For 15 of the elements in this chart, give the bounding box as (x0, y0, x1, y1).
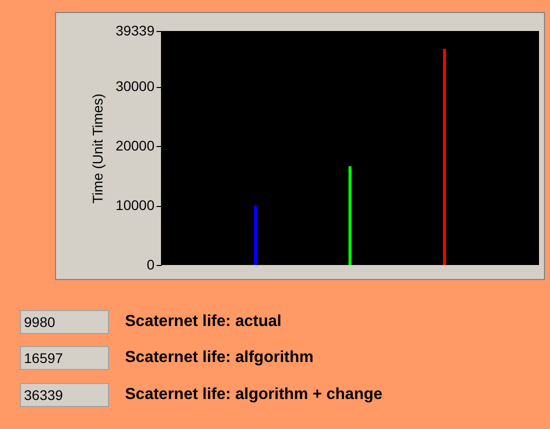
bar (443, 48, 446, 265)
y-tick-label: 10000 (116, 197, 155, 214)
text: 16597 (20, 346, 109, 370)
y-axis-title: Time (Unit Times) (90, 94, 106, 204)
y-tick-label: 0 (146, 256, 155, 272)
y-tick-label: 30000 (116, 78, 155, 94)
y-tick-label: 20000 (116, 138, 155, 154)
bar (348, 166, 352, 265)
y-tick-label: 39339 (116, 22, 155, 38)
bar (254, 206, 257, 265)
text: Scaternet life: alfgorithm (125, 349, 314, 367)
text: Scaternet life: actual (125, 313, 282, 331)
text: 9980 (20, 310, 109, 334)
text: Scaternet life: algorithm + change (125, 386, 382, 404)
text: 36339 (20, 383, 109, 407)
